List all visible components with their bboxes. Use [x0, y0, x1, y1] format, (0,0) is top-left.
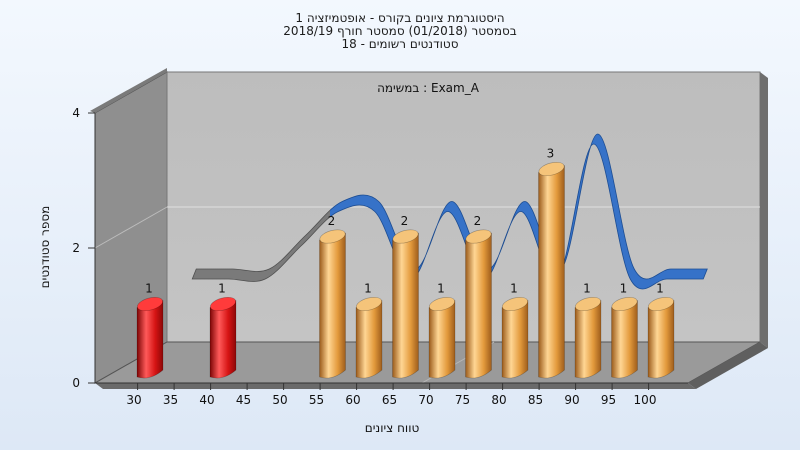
chart-title: היסטוגרמת ציונים בקורס - אופטמיזציה 1 — [295, 11, 505, 25]
trend-ribbon — [330, 133, 708, 290]
x-tick-label: 65 — [382, 393, 397, 407]
bar — [319, 229, 346, 379]
bar-value-label: 1 — [583, 282, 591, 296]
x-tick-label: 75 — [455, 393, 470, 407]
bar-value-label: 1 — [437, 282, 445, 296]
x-tick-label: 70 — [418, 393, 433, 407]
bar-value-label: 2 — [474, 214, 482, 228]
bar — [574, 296, 602, 379]
y-tick-label: 2 — [72, 241, 80, 255]
bar — [501, 296, 529, 379]
bar-value-label: 1 — [364, 282, 372, 296]
x-tick-label: 50 — [272, 393, 287, 407]
chart-subtitle-2: סטודנטים רשומים - 18 — [341, 37, 459, 51]
chart-subtitle: בסמסטר (01/2018) סמסטר חורף 2018/19 — [283, 24, 517, 38]
bar — [209, 296, 237, 379]
x-axis-label: טווח ציונים — [365, 421, 420, 435]
x-tick-label: 95 — [601, 393, 616, 407]
bar — [355, 296, 383, 379]
bar — [392, 229, 419, 379]
bar — [538, 161, 565, 379]
x-tick-label: 45 — [236, 393, 251, 407]
bar-value-label: 1 — [145, 282, 153, 296]
y-tick-label: 0 — [72, 376, 80, 390]
x-tick-label: 30 — [126, 393, 141, 407]
x-tick-label: 85 — [528, 393, 543, 407]
x-tick-label: 80 — [491, 393, 506, 407]
bar-value-label: 1 — [620, 282, 628, 296]
x-tick-label: 90 — [564, 393, 579, 407]
bar-value-label: 1 — [510, 282, 518, 296]
bar — [611, 296, 638, 379]
bar — [136, 296, 164, 379]
trend-ribbon-gray — [191, 209, 330, 282]
x-tick-label: 60 — [345, 393, 360, 407]
bar — [428, 296, 456, 379]
bar — [465, 229, 492, 379]
y-tick-label: 4 — [72, 106, 80, 120]
bar-value-label: 2 — [401, 214, 409, 228]
x-tick-label: 55 — [309, 393, 324, 407]
x-tick-label: 40 — [199, 393, 214, 407]
bar-value-label: 2 — [328, 214, 336, 228]
y-axis-label: מספר סטודנטים — [38, 206, 52, 289]
bar-value-label: 3 — [547, 147, 555, 161]
bar — [647, 296, 675, 379]
x-tick-label: 100 — [634, 393, 657, 407]
bar-value-label: 1 — [218, 282, 226, 296]
chart-annotation: במשימה : Exam_A — [377, 81, 480, 95]
x-tick-label: 35 — [163, 393, 178, 407]
bar-value-label: 1 — [656, 282, 664, 296]
